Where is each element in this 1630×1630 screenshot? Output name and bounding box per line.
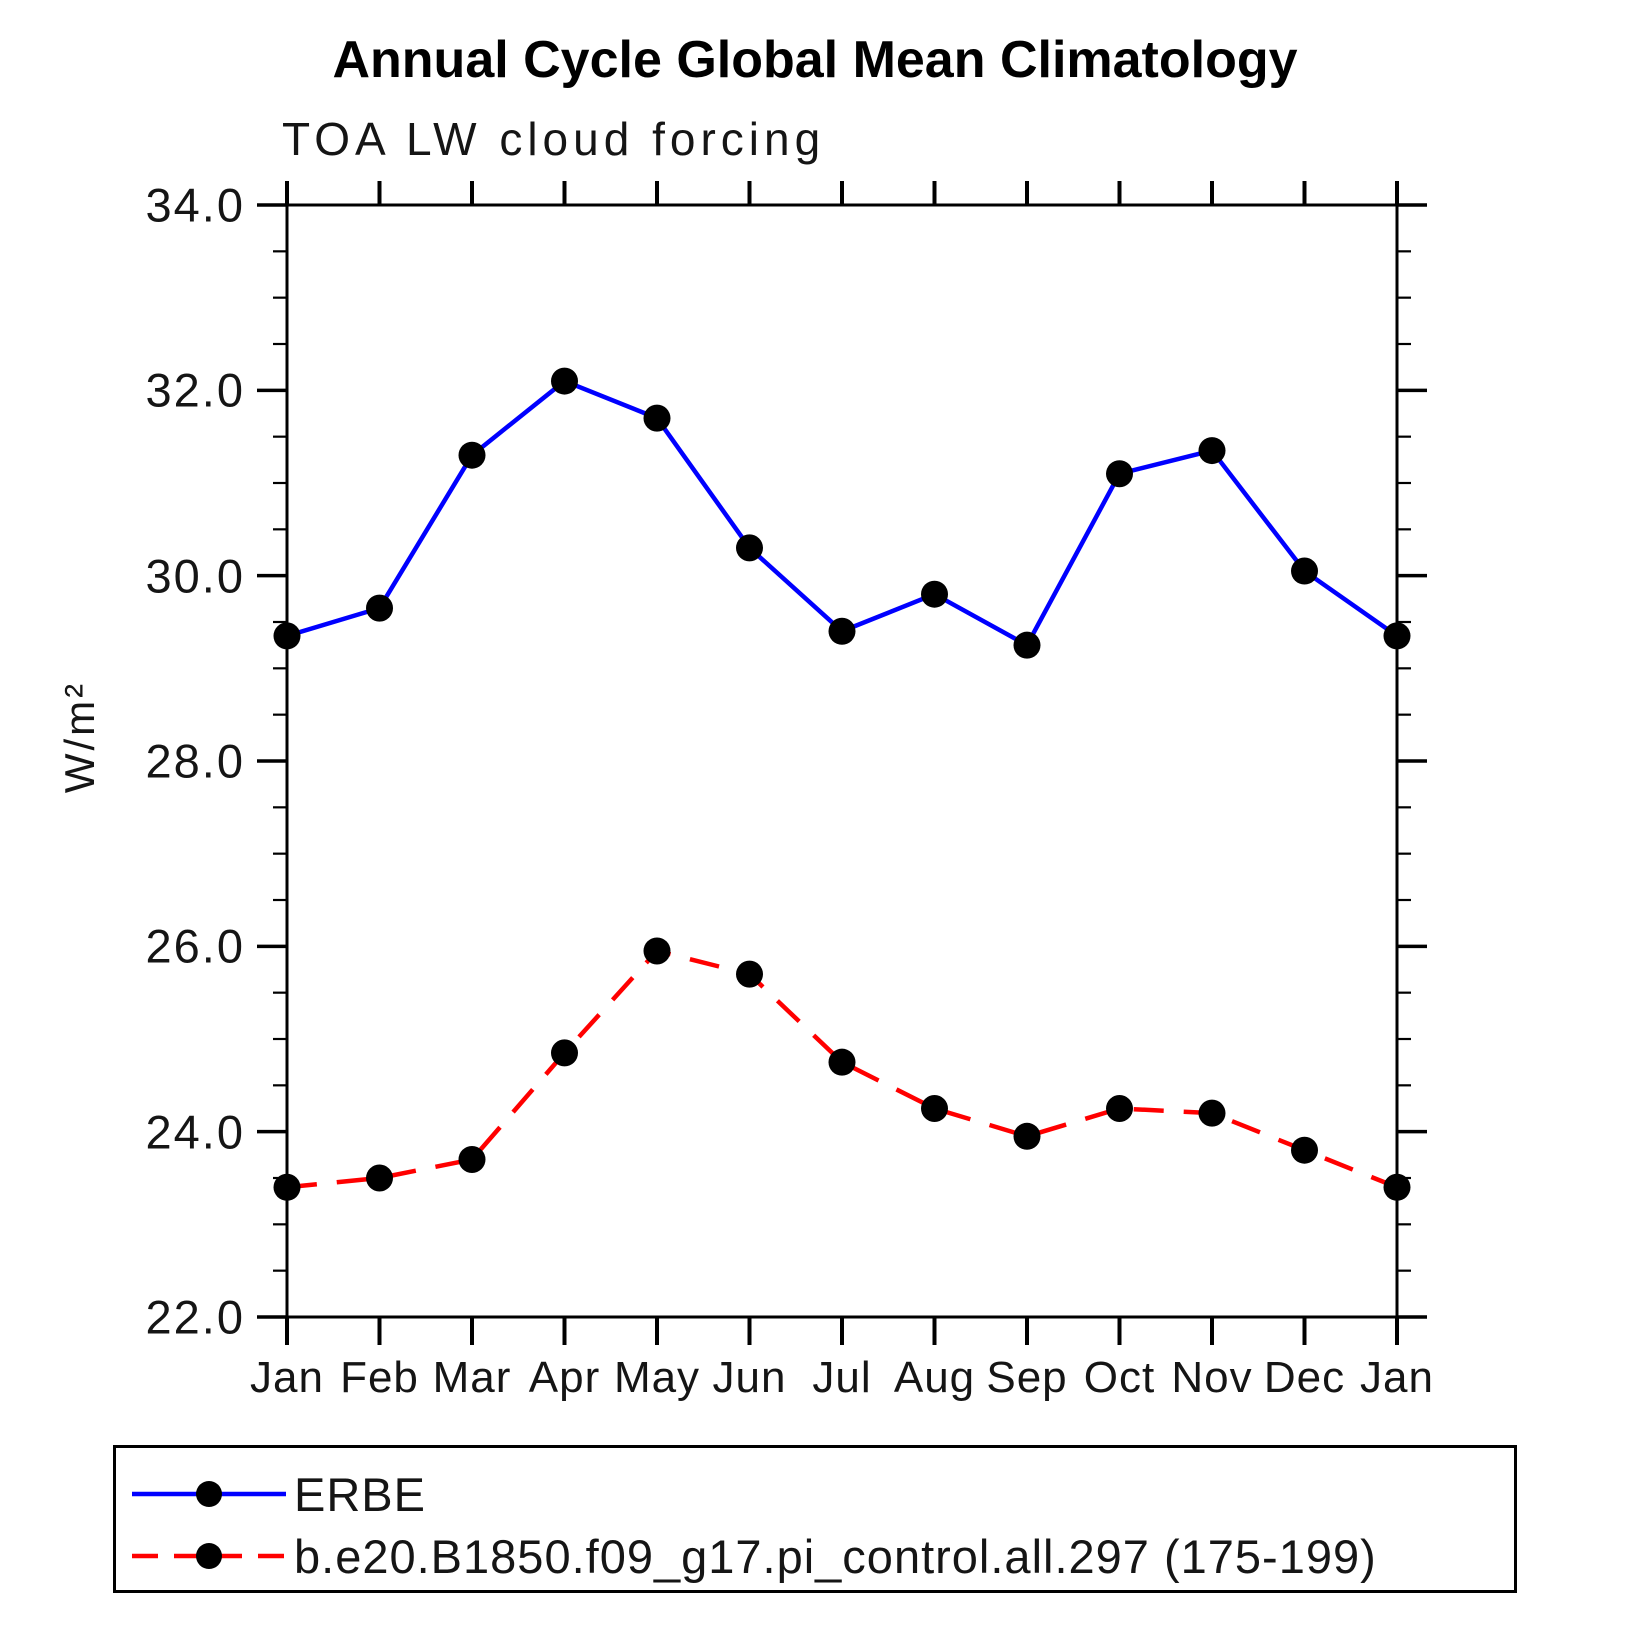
data-point-marker [1106,1095,1133,1122]
data-point-marker [1291,557,1318,585]
y-tick-label: 32.0 [145,363,245,417]
x-tick-label: Feb [340,1353,419,1402]
data-point-marker [458,1145,486,1173]
y-tick-label: 28.0 [145,734,245,788]
plot-frame [285,203,1399,1319]
legend-sample-marker [196,1481,222,1507]
data-point-marker [1198,437,1226,465]
x-tick-label: Nov [1171,1353,1253,1402]
data-point-marker [366,594,393,622]
data-point-marker [921,1095,948,1122]
data-point-marker [1013,631,1041,659]
data-point-marker [1383,622,1411,650]
data-point-marker [1383,1173,1411,1201]
x-tick-label: Jul [812,1353,872,1402]
legend-line-sample-model [132,1543,286,1569]
data-point-marker [1106,460,1133,488]
legend-entry-erbe: ERBE [130,1468,426,1521]
data-point-marker [366,1164,393,1192]
legend-label-model: b.e20.B1850.f09_g17.pi_control.all.297 (… [294,1529,1377,1583]
data-point-marker [551,1039,578,1067]
data-point-marker [828,1048,856,1076]
chart-subtitle: TOA LW cloud forcing [282,113,826,165]
x-tick-label: May [613,1353,701,1402]
series-line-0 [286,378,1399,648]
y-tick-label: 24.0 [145,1105,245,1159]
x-tick-label: Jan [1360,1353,1434,1402]
legend: ERBE b.e20.B1850.f09_g17.pi_control.all.… [113,1445,1517,1593]
data-point-marker [736,960,763,988]
data-point-marker [458,441,486,469]
data-point-marker [1013,1122,1041,1150]
data-point-marker [1291,1136,1318,1164]
x-tick-label: Jan [250,1353,324,1402]
x-tick-label: Sep [986,1353,1068,1402]
legend-line-sample-erbe [132,1481,286,1507]
x-tick-label: Oct [1083,1353,1156,1402]
x-tick-label: Dec [1263,1353,1346,1402]
legend-entry-model: b.e20.B1850.f09_g17.pi_control.all.297 (… [130,1530,1377,1583]
y-tick-label: 30.0 [145,549,245,603]
x-tick-label: Jun [712,1353,787,1402]
data-point-marker [1198,1099,1226,1127]
legend-label-erbe: ERBE [294,1467,426,1521]
data-point-marker [273,622,301,650]
x-tick-label: Mar [432,1353,512,1402]
y-tick-label: 26.0 [145,919,245,973]
data-point-marker [736,534,763,562]
x-tick-label: Aug [893,1353,976,1402]
chart-title: Annual Cycle Global Mean Climatology [332,31,1298,89]
data-point-marker [921,580,948,608]
y-tick-label: 22.0 [145,1290,245,1344]
data-point-marker [828,617,856,645]
data-point-marker [643,937,671,965]
data-point-marker [551,367,578,395]
y-tick-label: 34.0 [145,178,245,232]
x-tick-label: Apr [528,1353,601,1402]
data-point-marker [643,404,671,432]
data-point-marker [273,1173,301,1201]
legend-sample-marker [196,1543,222,1569]
